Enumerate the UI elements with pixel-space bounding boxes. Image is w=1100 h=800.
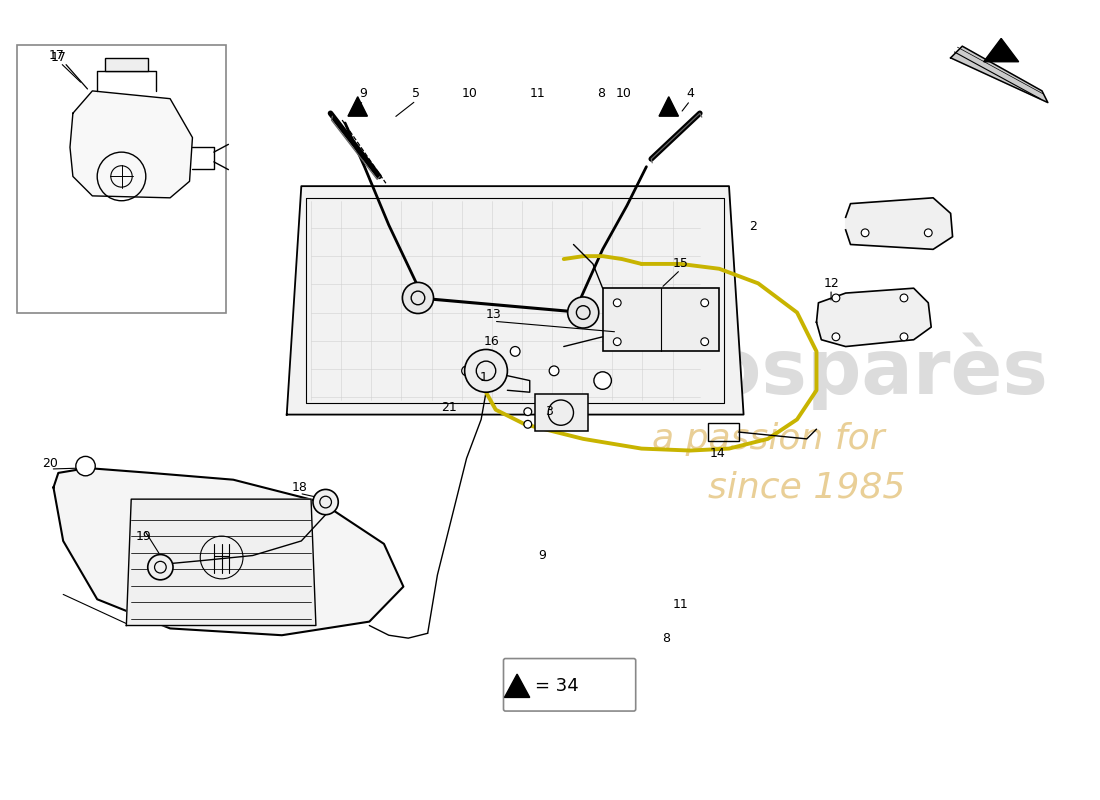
Text: 13: 13: [486, 308, 502, 321]
Circle shape: [314, 490, 339, 514]
Circle shape: [549, 366, 559, 376]
Circle shape: [900, 294, 908, 302]
Bar: [603, 288, 719, 351]
Text: eurosparès: eurosparès: [565, 332, 1048, 410]
Polygon shape: [983, 38, 1019, 62]
Circle shape: [524, 408, 531, 415]
Circle shape: [462, 366, 472, 376]
Circle shape: [524, 421, 531, 428]
Circle shape: [614, 338, 622, 346]
Text: 5: 5: [412, 87, 420, 100]
Text: = 34: = 34: [535, 677, 579, 694]
Circle shape: [861, 229, 869, 237]
Polygon shape: [54, 468, 404, 635]
Bar: [104, 58, 147, 71]
Text: 15: 15: [672, 258, 689, 270]
Text: 18: 18: [292, 481, 307, 494]
Circle shape: [832, 294, 839, 302]
Circle shape: [147, 554, 173, 580]
Circle shape: [510, 346, 520, 356]
Circle shape: [76, 456, 96, 476]
Polygon shape: [505, 674, 530, 698]
Polygon shape: [846, 198, 953, 250]
Polygon shape: [816, 288, 932, 346]
Text: 8: 8: [596, 87, 605, 100]
Text: 4: 4: [686, 87, 694, 100]
Circle shape: [464, 350, 507, 392]
Circle shape: [900, 333, 908, 341]
Circle shape: [701, 299, 708, 306]
Bar: [707, 423, 739, 441]
Bar: [940, 40, 1053, 120]
Text: 20: 20: [43, 457, 58, 470]
Text: 14: 14: [710, 447, 725, 460]
Text: 16: 16: [484, 335, 499, 348]
Text: 2: 2: [749, 221, 757, 234]
Text: 9: 9: [360, 87, 367, 100]
Text: 3: 3: [546, 405, 553, 418]
Text: 21: 21: [441, 402, 456, 414]
Circle shape: [568, 297, 598, 328]
Polygon shape: [659, 97, 679, 116]
Text: 9: 9: [538, 549, 547, 562]
Text: 11: 11: [672, 598, 689, 610]
Circle shape: [832, 333, 839, 341]
Circle shape: [614, 299, 622, 306]
FancyBboxPatch shape: [504, 658, 636, 711]
Bar: [535, 394, 589, 431]
Text: 19: 19: [136, 530, 152, 542]
Text: 17: 17: [51, 51, 66, 64]
Text: since 1985: since 1985: [708, 470, 905, 505]
Circle shape: [701, 338, 708, 346]
Text: 10: 10: [462, 87, 477, 100]
Bar: [18, 46, 227, 313]
Polygon shape: [348, 97, 367, 116]
Text: 1: 1: [480, 371, 488, 384]
Circle shape: [924, 229, 932, 237]
Text: 8: 8: [662, 632, 670, 645]
Text: 17: 17: [48, 50, 64, 62]
Text: a passion for: a passion for: [651, 422, 884, 456]
Polygon shape: [950, 46, 1048, 102]
Circle shape: [403, 282, 433, 314]
Text: 11: 11: [529, 87, 546, 100]
Circle shape: [594, 372, 612, 390]
Polygon shape: [70, 91, 192, 198]
Polygon shape: [287, 186, 744, 414]
Polygon shape: [126, 499, 316, 626]
Text: 10: 10: [616, 87, 632, 100]
Text: 12: 12: [823, 277, 839, 290]
